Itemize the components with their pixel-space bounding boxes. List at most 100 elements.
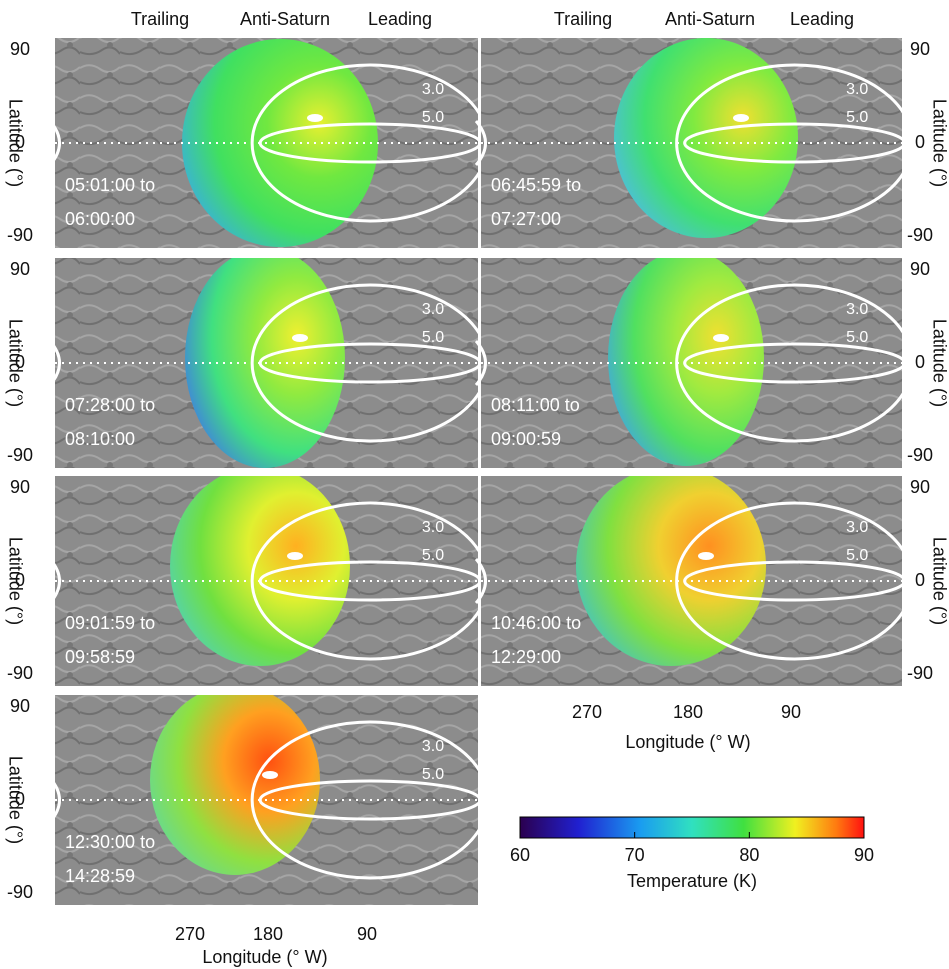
lon-axis-label: Longitude (° W) xyxy=(202,947,327,967)
lat-tick-label: -90 xyxy=(907,663,933,683)
contour-inner xyxy=(683,122,902,164)
map-content: 3.0 5.0 09:01:59 to 09:58:59 xyxy=(55,476,478,686)
lon-axis-label: Longitude (° W) xyxy=(625,732,750,752)
wrap-contour xyxy=(48,558,61,604)
time-label: 08:10:00 xyxy=(65,429,135,449)
contour-label: 5.0 xyxy=(422,329,444,346)
map-panel: 3.0 5.0 12:30:00 to 14:28:59 90 0 -90 Latitude … xyxy=(5,695,478,905)
lat-tick-label: 0 xyxy=(915,570,925,590)
contour-inner xyxy=(258,342,478,384)
contour-label: 3.0 xyxy=(422,519,444,536)
colorbar-label: Temperature (K) xyxy=(627,871,757,891)
contour-label: 5.0 xyxy=(422,766,444,783)
colorbar-tick-label: 70 xyxy=(625,845,645,865)
map-panel: 3.0 5.0 08:11:00 to 09:00:59 90 0 -90 Latitude … xyxy=(474,258,949,468)
contour-outer xyxy=(250,501,478,661)
temperature-map xyxy=(576,476,766,666)
lat-tick-label: 0 xyxy=(15,352,25,372)
contour-label: 5.0 xyxy=(422,109,444,126)
lat-axis-label: Latitude (°) xyxy=(929,319,949,407)
contour-outer xyxy=(250,283,478,443)
map-panel: 3.0 5.0 09:01:59 to 09:58:59 90 0 -90 Latitude … xyxy=(5,476,478,686)
contour-outer xyxy=(675,63,902,223)
colorbar-tick-label: 60 xyxy=(510,845,530,865)
contour-label: 3.0 xyxy=(846,519,868,536)
time-label: 10:46:00 to xyxy=(491,613,581,633)
lat-tick-label: 90 xyxy=(910,39,930,59)
contour-outer xyxy=(250,720,478,880)
lat-axis-label: Latitude (°) xyxy=(5,319,25,407)
temperature-map xyxy=(150,695,320,875)
time-label: 09:58:59 xyxy=(65,647,135,667)
contour-label: 3.0 xyxy=(846,301,868,318)
contour-inner xyxy=(683,560,902,602)
lat-tick-label: 0 xyxy=(915,352,925,372)
lat-tick-label: 0 xyxy=(15,789,25,809)
lat-tick-label: -90 xyxy=(7,445,33,465)
colorbar xyxy=(519,816,865,839)
column-header: Anti-Saturn xyxy=(240,9,330,29)
time-label: 08:11:00 to xyxy=(491,395,580,415)
lat-tick-label: 90 xyxy=(910,477,930,497)
hotspot xyxy=(713,334,729,342)
lat-tick-label: 90 xyxy=(10,477,30,497)
contour-inner xyxy=(258,560,478,602)
contour-label: 5.0 xyxy=(846,109,868,126)
time-label: 09:00:59 xyxy=(491,429,561,449)
contour-inner xyxy=(683,342,902,384)
lat-tick-label: 0 xyxy=(915,132,925,152)
map-panel: 3.0 5.0 07:28:00 to 08:10:00 90 0 -90 Latitude … xyxy=(5,258,478,468)
lon-tick-label: 180 xyxy=(253,924,283,944)
contour-inner xyxy=(258,779,478,821)
map-panel: 3.0 5.0 10:46:00 to 12:29:00 90 0 -90 Latitude … xyxy=(474,476,949,686)
lat-axis-label: Latitude (°) xyxy=(929,99,949,187)
time-label: 06:00:00 xyxy=(65,209,135,229)
lat-tick-label: -90 xyxy=(907,225,933,245)
wrap-contour xyxy=(48,777,61,823)
wrap-contour xyxy=(48,120,61,166)
lat-tick-label: 90 xyxy=(10,39,30,59)
contour-outer xyxy=(675,501,902,661)
lat-axis-label: Latitude (°) xyxy=(5,99,25,187)
wrap-contour xyxy=(48,340,61,386)
colorbar-tick-label: 90 xyxy=(854,845,874,865)
wrap-contour xyxy=(474,558,487,604)
hotspot xyxy=(698,552,714,560)
lat-tick-label: -90 xyxy=(7,663,33,683)
wrap-contour xyxy=(474,120,487,166)
wrap-contour xyxy=(474,340,487,386)
time-label: 12:30:00 to xyxy=(65,832,155,852)
column-header: Anti-Saturn xyxy=(665,9,755,29)
contour-outer xyxy=(675,283,902,443)
colorbar-tick-label: 80 xyxy=(739,845,759,865)
time-label: 06:45:59 to xyxy=(491,175,581,195)
time-label: 05:01:00 to xyxy=(65,175,155,195)
contour-label: 5.0 xyxy=(846,547,868,564)
lon-tick-label: 180 xyxy=(673,702,703,722)
lat-tick-label: -90 xyxy=(7,882,33,902)
hotspot xyxy=(292,334,308,342)
hotspot xyxy=(287,552,303,560)
map-content: 3.0 5.0 10:46:00 to 12:29:00 xyxy=(481,476,902,686)
column-header: Trailing xyxy=(131,9,189,29)
lat-tick-label: 90 xyxy=(10,696,30,716)
lon-tick-label: 90 xyxy=(781,702,801,722)
column-header: Leading xyxy=(368,9,432,29)
map-content: 3.0 5.0 06:45:59 to 07:27:00 xyxy=(481,38,902,248)
map-content: 3.0 5.0 08:11:00 to 09:00:59 xyxy=(481,258,902,468)
time-label: 07:27:00 xyxy=(491,209,561,229)
lat-tick-label: 0 xyxy=(15,132,25,152)
lat-axis-label: Latitude (°) xyxy=(929,537,949,625)
time-label: 14:28:59 xyxy=(65,866,135,886)
lat-tick-label: -90 xyxy=(907,445,933,465)
hotspot xyxy=(262,771,278,779)
hotspot xyxy=(307,114,323,122)
map-content: 3.0 5.0 05:01:00 to 06:00:00 xyxy=(55,38,478,248)
time-label: 12:29:00 xyxy=(491,647,561,667)
lat-tick-label: 0 xyxy=(15,570,25,590)
map-content: 3.0 5.0 07:28:00 to 08:10:00 xyxy=(55,258,478,468)
contour-label: 5.0 xyxy=(846,329,868,346)
lat-tick-label: -90 xyxy=(7,225,33,245)
lon-tick-label: 90 xyxy=(357,924,377,944)
